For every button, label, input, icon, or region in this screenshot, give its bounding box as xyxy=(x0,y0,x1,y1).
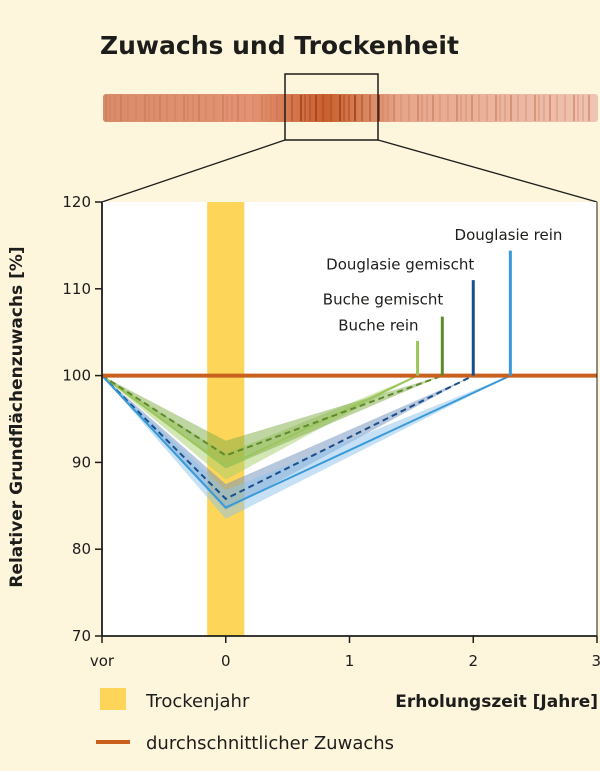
y-tick-label: 80 xyxy=(72,540,91,558)
x-tick-label: vor xyxy=(90,652,115,670)
y-axis-title: Relativer Grundflächenzuwachs [%] xyxy=(7,246,27,587)
y-tick-label: 70 xyxy=(72,627,91,645)
y-tick-label: 90 xyxy=(72,453,91,471)
series-line-douglasie-rein xyxy=(101,374,511,509)
x-tick-label: 3 xyxy=(591,652,600,670)
series-label-buche-gemischt: Buche gemischt xyxy=(323,290,444,308)
series-label-douglasie-gemischt: Douglasie gemischt xyxy=(326,256,474,274)
zoom-line-right xyxy=(377,139,598,203)
chart-title: Zuwachs und Trockenheit xyxy=(100,31,459,60)
series-label-douglasie-rein: Douglasie rein xyxy=(455,226,563,244)
x-axis-title: Erholungszeit [Jahre] xyxy=(395,692,598,712)
zoom-frame xyxy=(284,73,379,141)
series-line-douglasie-gemischt xyxy=(101,374,474,501)
series-line-buche-gemischt xyxy=(101,374,443,457)
y-tick-label: 120 xyxy=(62,193,91,211)
legend-label-reference: durchschnittlicher Zuwachs xyxy=(146,733,394,754)
y-tick-label: 100 xyxy=(62,367,91,385)
confidence-band-buche-gemischt xyxy=(102,375,468,469)
legend-label-drought: Trockenjahr xyxy=(145,691,250,712)
x-tick-label: 1 xyxy=(345,652,355,670)
zoom-line-left xyxy=(101,139,286,203)
x-tick-label: 0 xyxy=(221,652,231,670)
x-tick-label: 2 xyxy=(468,652,478,670)
tree-ring-core-image xyxy=(101,73,598,203)
series-label-buche-rein: Buche rein xyxy=(338,316,418,334)
series-line-buche-rein xyxy=(101,374,418,468)
plot-area xyxy=(102,202,597,636)
legend-swatch-drought xyxy=(100,688,126,710)
drought-year-band xyxy=(207,202,245,636)
y-tick-label: 110 xyxy=(62,280,91,298)
